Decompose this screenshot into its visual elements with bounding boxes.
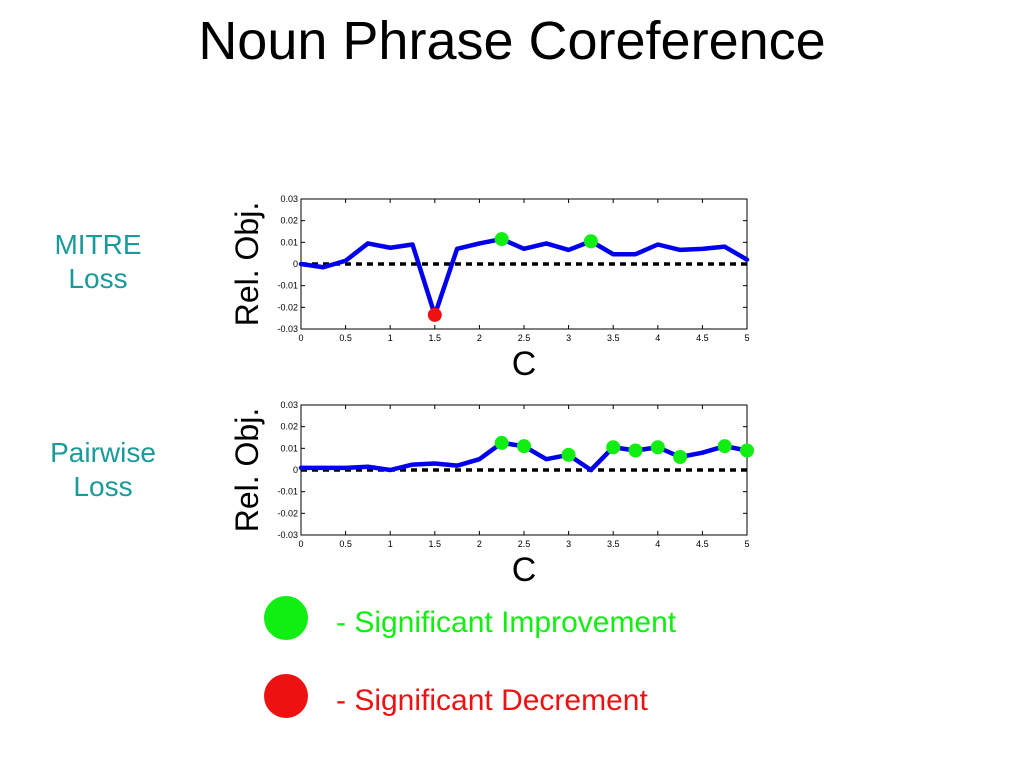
improvement-point — [583, 234, 598, 249]
y-tick-label: 0.01 — [280, 237, 298, 247]
improvement-point — [628, 443, 643, 458]
x-tick-label: 1 — [388, 539, 393, 549]
row-label-line: Loss — [68, 263, 128, 294]
y-tick-label: 0.02 — [280, 422, 298, 432]
row-label-line: Loss — [73, 471, 133, 502]
improvement-point — [740, 443, 754, 458]
x-tick-label: 4 — [655, 333, 660, 343]
legend-decrement-marker — [264, 674, 308, 718]
x-tick-label: 2.5 — [518, 539, 531, 549]
legend-improvement-label: - Significant Improvement — [336, 606, 677, 639]
x-tick-label: 3.5 — [607, 333, 620, 343]
y-tick-label: 0 — [293, 259, 298, 269]
charts-canvas: 0 0.5 1 1.5 2 2.5 3 3.5 4 4.5 5 0.03 0.02 0.01 0 -0.01 -… — [229, 194, 754, 589]
row-label-line: MITRE — [54, 229, 142, 260]
slide-title: Noun Phrase Coreference — [198, 11, 826, 71]
x-axis-label: C — [512, 551, 537, 589]
row-label-line: Pairwise — [50, 437, 156, 468]
x-tick-label: 4 — [655, 539, 660, 549]
improvement-point — [650, 440, 665, 455]
x-axis-label: C — [512, 345, 537, 383]
x-tick-label: 3 — [566, 539, 571, 549]
row-label-mitre-loss: MITRE Loss — [28, 228, 168, 296]
y-tick-label: 0.02 — [280, 216, 298, 226]
improvement-point — [494, 232, 509, 247]
x-tick-label: 1.5 — [429, 539, 442, 549]
y-tick-label: 0 — [293, 465, 298, 475]
x-tick-label: 5 — [744, 333, 749, 343]
row-label-pairwise-loss: Pairwise Loss — [28, 436, 178, 504]
x-tick-label: 0.5 — [339, 539, 352, 549]
x-tick-label: 2 — [477, 333, 482, 343]
x-tick-label: 0 — [298, 333, 303, 343]
x-tick-label: 4.5 — [696, 539, 709, 549]
x-tick-label: 3 — [566, 333, 571, 343]
series-line — [298, 236, 750, 318]
x-tick-label: 5 — [744, 539, 749, 549]
y-tick-label: -0.01 — [277, 487, 298, 497]
chart-mitre: 0 0.5 1 1.5 2 2.5 3 3.5 4 4.5 5 0.03 0.02 0.01 0 -0.01 -… — [229, 194, 750, 383]
legend-decrement-label: - Significant Decrement — [336, 684, 648, 717]
improvement-point — [717, 439, 732, 454]
legend-improvement-marker — [264, 596, 308, 640]
x-tick-label: 2 — [477, 539, 482, 549]
x-tick-label: 2.5 — [518, 333, 531, 343]
y-tick-label: 0.03 — [280, 400, 298, 410]
x-tick-label: 1.5 — [429, 333, 442, 343]
decrement-point — [427, 307, 442, 322]
improvement-point — [517, 439, 531, 454]
y-tick-label: 0.03 — [280, 194, 298, 204]
chart-pairwise: 0 0.5 1 1.5 2 2.5 3 3.5 4 4.5 5 0.03 0.02 0.01 0 -0.01 -… — [229, 400, 754, 589]
x-tick-label: 3.5 — [607, 539, 620, 549]
x-tick-label: 0.5 — [339, 333, 352, 343]
improvement-point — [673, 450, 688, 464]
x-tick-label: 1 — [388, 333, 393, 343]
y-tick-label: -0.02 — [277, 508, 298, 518]
y-axis-label: Rel. Obj. — [229, 202, 265, 326]
y-tick-label: -0.02 — [277, 302, 298, 312]
y-tick-label: -0.03 — [277, 324, 298, 334]
y-tick-label: -0.03 — [277, 530, 298, 540]
y-tick-label: -0.01 — [277, 281, 298, 291]
x-tick-label: 0 — [298, 539, 303, 549]
improvement-point — [561, 447, 576, 462]
improvement-point — [606, 440, 621, 455]
y-axis-label: Rel. Obj. — [229, 408, 265, 532]
x-tick-label: 4.5 — [696, 333, 709, 343]
y-tick-label: 0.01 — [280, 443, 298, 453]
improvement-point — [494, 435, 509, 450]
